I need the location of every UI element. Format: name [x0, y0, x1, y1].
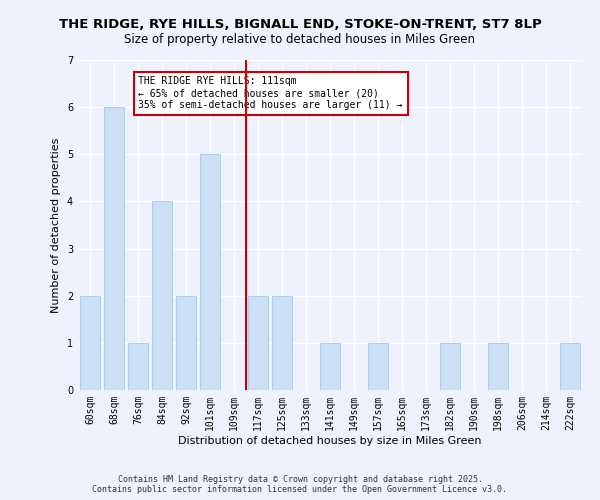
Bar	[560, 343, 580, 390]
Bar	[320, 343, 340, 390]
Bar	[176, 296, 196, 390]
Text: Size of property relative to detached houses in Miles Green: Size of property relative to detached ho…	[125, 32, 476, 46]
Bar	[440, 343, 460, 390]
Bar	[104, 107, 124, 390]
Bar	[488, 343, 508, 390]
Text: THE RIDGE RYE HILLS: 111sqm
← 65% of detached houses are smaller (20)
35% of sem: THE RIDGE RYE HILLS: 111sqm ← 65% of det…	[139, 76, 403, 110]
X-axis label: Distribution of detached houses by size in Miles Green: Distribution of detached houses by size …	[178, 436, 482, 446]
Bar	[80, 296, 100, 390]
Bar	[248, 296, 268, 390]
Bar	[152, 202, 172, 390]
Text: Contains HM Land Registry data © Crown copyright and database right 2025.
Contai: Contains HM Land Registry data © Crown c…	[92, 474, 508, 494]
Bar	[128, 343, 148, 390]
Bar	[200, 154, 220, 390]
Bar	[368, 343, 388, 390]
Text: THE RIDGE, RYE HILLS, BIGNALL END, STOKE-ON-TRENT, ST7 8LP: THE RIDGE, RYE HILLS, BIGNALL END, STOKE…	[59, 18, 541, 30]
Bar	[272, 296, 292, 390]
Y-axis label: Number of detached properties: Number of detached properties	[52, 138, 61, 312]
